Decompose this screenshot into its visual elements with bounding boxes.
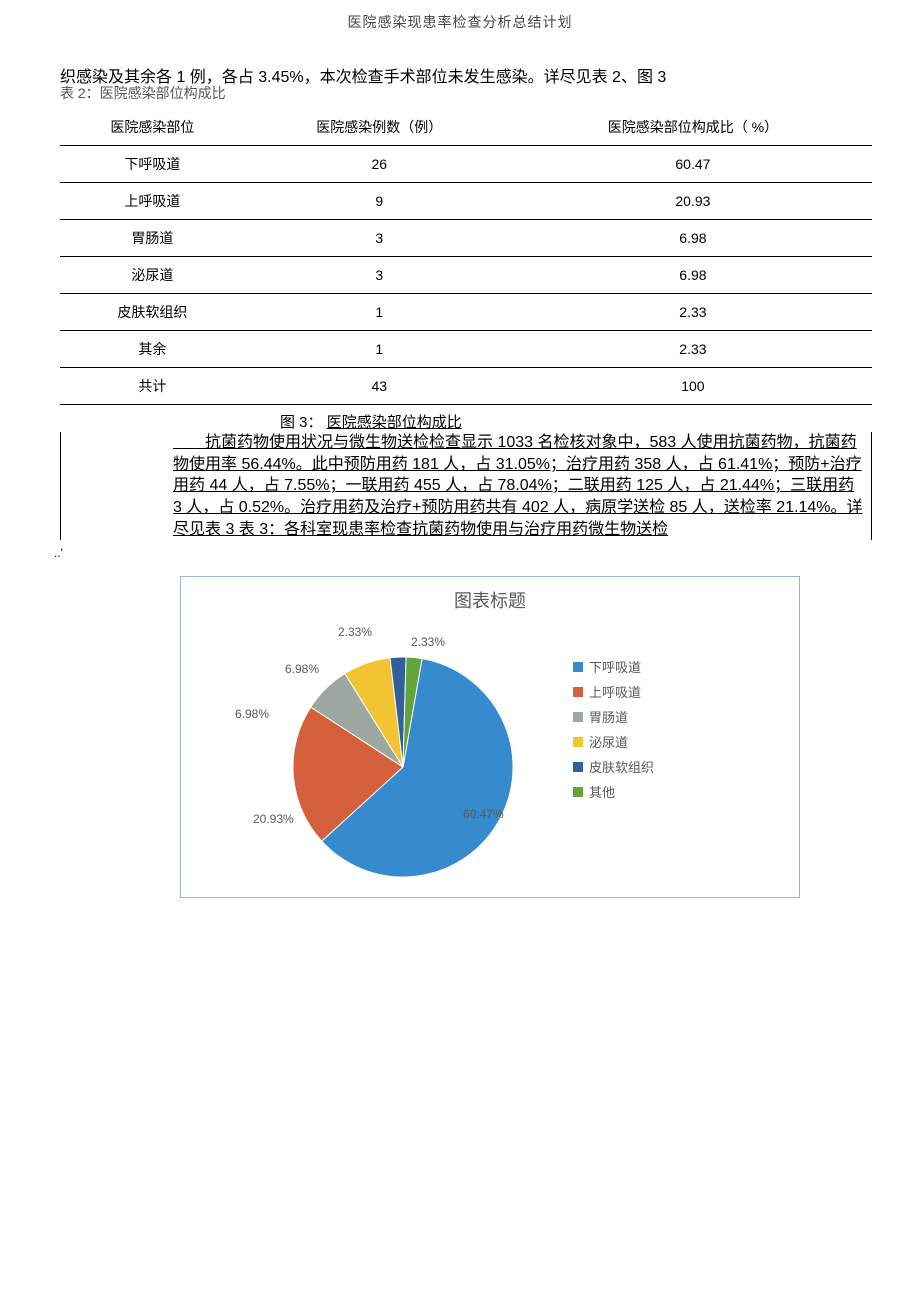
legend-label: 胃肠道 xyxy=(589,707,628,726)
table-cell: 43 xyxy=(245,368,514,405)
pie-data-label: 2.33% xyxy=(411,635,445,649)
legend-swatch xyxy=(573,687,583,697)
table-cell: 3 xyxy=(245,220,514,257)
legend-item: 下呼吸道 xyxy=(573,657,654,676)
legend-swatch xyxy=(573,762,583,772)
table-cell: 100 xyxy=(514,368,872,405)
table-cell: 皮肤软组织 xyxy=(60,294,245,331)
legend-swatch xyxy=(573,662,583,672)
table-cell: 其余 xyxy=(60,331,245,368)
legend-swatch xyxy=(573,787,583,797)
tick-mark: ..' xyxy=(54,546,872,560)
pie-area: 60.47% 20.93% 6.98% 6.98% 2.33% 2.33% xyxy=(193,617,573,877)
table-row: 下呼吸道2660.47 xyxy=(60,146,872,183)
table-row: 皮肤软组织12.33 xyxy=(60,294,872,331)
pie-data-label: 20.93% xyxy=(253,812,294,826)
legend-label: 上呼吸道 xyxy=(589,682,641,701)
table-cell: 6.98 xyxy=(514,220,872,257)
pie-svg xyxy=(193,617,573,877)
col-pct: 医院感染部位构成比（ %） xyxy=(514,109,872,146)
document-body: 织感染及其余各 1 例，各占 3.45%，本次检查手术部位未发生感染。详尽见表 … xyxy=(0,32,920,938)
table-cell: 下呼吸道 xyxy=(60,146,245,183)
legend-item: 泌尿道 xyxy=(573,732,654,751)
table-cell: 共计 xyxy=(60,368,245,405)
figure-caption-text: 医院感染部位构成比 xyxy=(327,414,462,431)
legend-item: 皮肤软组织 xyxy=(573,757,654,776)
table-cell: 上呼吸道 xyxy=(60,183,245,220)
legend-item: 上呼吸道 xyxy=(573,682,654,701)
table-header-row: 医院感染部位 医院感染例数（例） 医院感染部位构成比（ %） xyxy=(60,109,872,146)
table-cell: 1 xyxy=(245,331,514,368)
chart-title: 图表标题 xyxy=(193,587,787,613)
table-cell: 60.47 xyxy=(514,146,872,183)
legend-label: 下呼吸道 xyxy=(589,657,641,676)
figure-caption: 图 3： 医院感染部位构成比 xyxy=(60,411,872,432)
table-row: 其余12.33 xyxy=(60,331,872,368)
pie-data-label: 60.47% xyxy=(463,807,504,821)
col-site: 医院感染部位 xyxy=(60,109,245,146)
legend: 下呼吸道上呼吸道胃肠道泌尿道皮肤软组织其他 xyxy=(573,657,654,807)
table-cell: 1 xyxy=(245,294,514,331)
table-cell: 6.98 xyxy=(514,257,872,294)
table-cell: 泌尿道 xyxy=(60,257,245,294)
table-row: 泌尿道36.98 xyxy=(60,257,872,294)
paragraph-text: 抗菌药物使用状况与微生物送检检查显示 1033 名检核对象中，583 人使用抗菌… xyxy=(60,432,872,540)
page-title: 医院感染现患率检查分析总结计划 xyxy=(0,0,920,32)
table-cell: 2.33 xyxy=(514,294,872,331)
table-cell: 3 xyxy=(245,257,514,294)
legend-label: 皮肤软组织 xyxy=(589,757,654,776)
table-cell: 26 xyxy=(245,146,514,183)
table-cell: 2.33 xyxy=(514,331,872,368)
legend-swatch xyxy=(573,737,583,747)
col-count: 医院感染例数（例） xyxy=(245,109,514,146)
infection-site-table: 医院感染部位 医院感染例数（例） 医院感染部位构成比（ %） 下呼吸道2660.… xyxy=(60,109,872,405)
pie-data-label: 6.98% xyxy=(235,707,269,721)
pie-chart-box: 图表标题 60.47% 20.93% 6.98% 6.98% 2.33% 2.33% 下呼… xyxy=(180,576,800,898)
table-row: 共计43100 xyxy=(60,368,872,405)
legend-item: 其他 xyxy=(573,782,654,801)
pie-data-label: 6.98% xyxy=(285,662,319,676)
table-row: 上呼吸道920.93 xyxy=(60,183,872,220)
legend-item: 胃肠道 xyxy=(573,707,654,726)
legend-label: 泌尿道 xyxy=(589,732,628,751)
pie-data-label: 2.33% xyxy=(338,625,372,639)
table-cell: 胃肠道 xyxy=(60,220,245,257)
table-cell: 9 xyxy=(245,183,514,220)
legend-swatch xyxy=(573,712,583,722)
figure-caption-prefix: 图 3： xyxy=(280,414,323,431)
legend-label: 其他 xyxy=(589,782,615,801)
table-row: 胃肠道36.98 xyxy=(60,220,872,257)
table-cell: 20.93 xyxy=(514,183,872,220)
